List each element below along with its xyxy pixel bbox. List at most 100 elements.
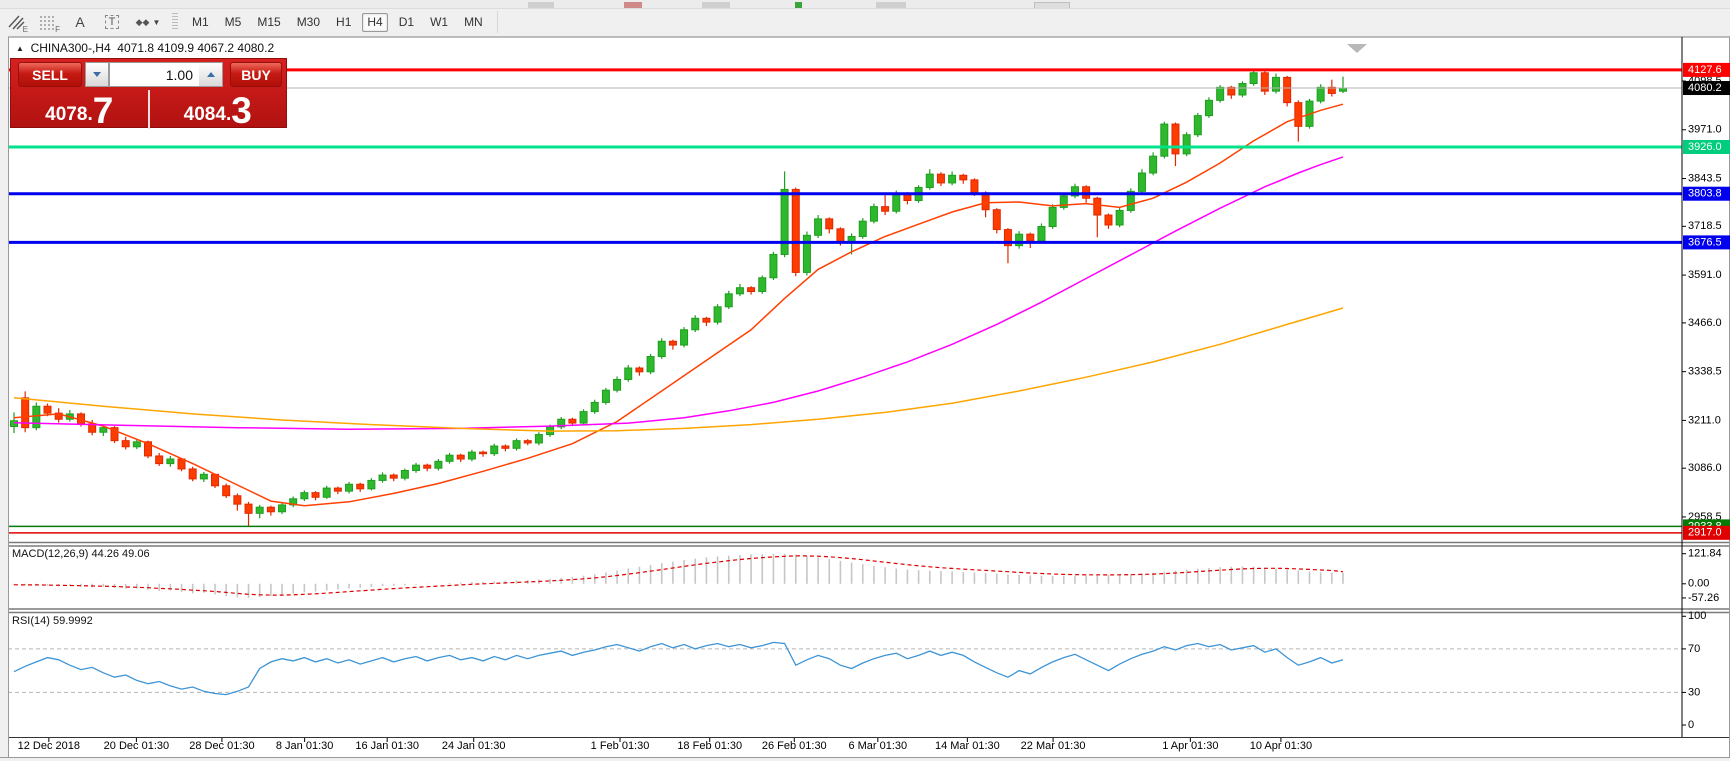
- candle: [657, 338, 666, 359]
- chevron-down-icon: ▼: [152, 17, 161, 27]
- timeframe-button-h1[interactable]: H1: [331, 13, 356, 32]
- candle-body: [657, 340, 666, 358]
- time-axis-label: 20 Dec 01:30: [104, 740, 169, 752]
- fibonacci-retracement-icon[interactable]: F: [34, 10, 62, 34]
- text-icon[interactable]: A: [66, 10, 94, 34]
- candle-body: [1149, 155, 1158, 174]
- timeframe-button-m15[interactable]: M15: [252, 13, 285, 32]
- candle-body: [791, 188, 800, 273]
- volume-input[interactable]: [109, 62, 199, 87]
- candle-body: [356, 483, 365, 490]
- candle: [691, 315, 700, 333]
- clipped-icon: [876, 2, 906, 8]
- time-axis-label: 6 Mar 01:30: [848, 740, 907, 752]
- candle: [1048, 204, 1057, 229]
- candle-body: [1015, 233, 1024, 247]
- ma-mid-line: [13, 156, 1344, 430]
- volume-decrease-button[interactable]: [85, 62, 109, 87]
- candle: [1238, 81, 1247, 98]
- candle-body: [869, 206, 878, 222]
- timeframe-button-mn[interactable]: MN: [459, 13, 488, 32]
- time-axis-label: 26 Feb 01:30: [762, 740, 827, 752]
- timeframe-button-d1[interactable]: D1: [394, 13, 419, 32]
- candle-body: [1160, 123, 1169, 157]
- candle-body: [1182, 134, 1191, 155]
- candle-body: [311, 492, 320, 498]
- candle-body: [802, 234, 811, 273]
- candle-body: [1037, 226, 1046, 242]
- candle-body: [970, 179, 979, 194]
- timeframe-button-m5[interactable]: M5: [220, 13, 247, 32]
- candle: [557, 416, 566, 430]
- candle: [456, 453, 465, 463]
- candle-body: [1059, 195, 1068, 208]
- candle-body: [959, 174, 968, 181]
- candle: [881, 195, 890, 216]
- sell-button[interactable]: SELL: [18, 62, 82, 87]
- collapse-triangle-icon[interactable]: ▲: [16, 44, 24, 53]
- candle: [1294, 100, 1303, 142]
- candle: [523, 439, 532, 446]
- candle: [1037, 223, 1046, 244]
- candle: [590, 399, 599, 414]
- time-axis[interactable]: 12 Dec 2018 20 Dec 01:30 28 Dec 01:30 8 Jan…: [18, 738, 1312, 752]
- clipped-icon: [702, 2, 730, 8]
- channel-glyph: [8, 15, 25, 30]
- candle-body: [1227, 86, 1236, 96]
- candle: [646, 353, 655, 375]
- candle-body: [255, 506, 264, 514]
- price-badge-bg: [1683, 235, 1730, 250]
- timeframe-button-w1[interactable]: W1: [425, 13, 453, 32]
- candle: [1115, 207, 1124, 228]
- timeframe-button-m30[interactable]: M30: [292, 13, 325, 32]
- candle-body: [892, 193, 901, 212]
- price-badge: 4127.6: [1683, 62, 1730, 77]
- candle-body: [624, 367, 633, 380]
- candle-body: [423, 464, 432, 469]
- time-axis-label: 18 Feb 01:30: [677, 740, 742, 752]
- arrow-objects-icon[interactable]: ◆◆ ▼: [130, 10, 166, 34]
- toolbar-grip[interactable]: [172, 13, 178, 31]
- indicator-scales[interactable]: 121.84 0.00 -57.26 100 70 30 0: [1682, 548, 1722, 731]
- candle-body: [412, 464, 421, 471]
- candle: [199, 472, 208, 482]
- macd-signal-line: [13, 555, 1344, 596]
- ask-dot: .: [225, 104, 232, 125]
- timeframe-button-m1[interactable]: M1: [187, 13, 214, 32]
- candle-body: [199, 473, 208, 480]
- candle-body: [1294, 102, 1303, 127]
- text-label-icon[interactable]: T: [98, 10, 126, 34]
- candle-body: [278, 504, 287, 513]
- bid-ask-row: 4078. 7 4084. 3: [11, 90, 286, 129]
- candle-body: [378, 474, 387, 481]
- candle: [1316, 84, 1325, 104]
- timeframe-button-h4[interactable]: H4: [362, 12, 388, 32]
- candle-body: [389, 474, 398, 479]
- scroll-to-end-icon[interactable]: [1347, 44, 1367, 53]
- price-badge-text: 3676.5: [1688, 236, 1722, 248]
- ma-slow-line: [13, 307, 1344, 432]
- ask-price[interactable]: 4084. 3: [150, 90, 287, 129]
- tool-glyph: F: [55, 25, 60, 34]
- candle-body: [836, 228, 845, 243]
- price-badge-bg: [1683, 525, 1730, 540]
- price-badge: 3926.0: [1683, 139, 1730, 154]
- current-price-badge: 4080.2: [1683, 81, 1730, 96]
- price-axis-label: 3843.5: [1688, 172, 1722, 184]
- candle-body: [479, 451, 488, 455]
- candle: [992, 208, 1001, 234]
- chart-window: 4098.5 3971.0 3843.5 3718.5 3591.0 3466.0 3338…: [0, 36, 1730, 761]
- bid-price[interactable]: 4078. 7: [11, 90, 150, 129]
- candle-body: [1171, 123, 1180, 155]
- candle: [1137, 169, 1146, 194]
- candle-body: [1238, 83, 1247, 96]
- clipped-icon: [528, 2, 554, 8]
- candle: [244, 501, 253, 526]
- volume-increase-button[interactable]: [199, 62, 223, 87]
- candle-body: [680, 329, 689, 346]
- candle: [948, 171, 957, 186]
- equidistant-channel-icon[interactable]: E: [2, 10, 30, 34]
- time-axis-label: 1 Feb 01:30: [591, 740, 650, 752]
- buy-button[interactable]: BUY: [230, 62, 282, 87]
